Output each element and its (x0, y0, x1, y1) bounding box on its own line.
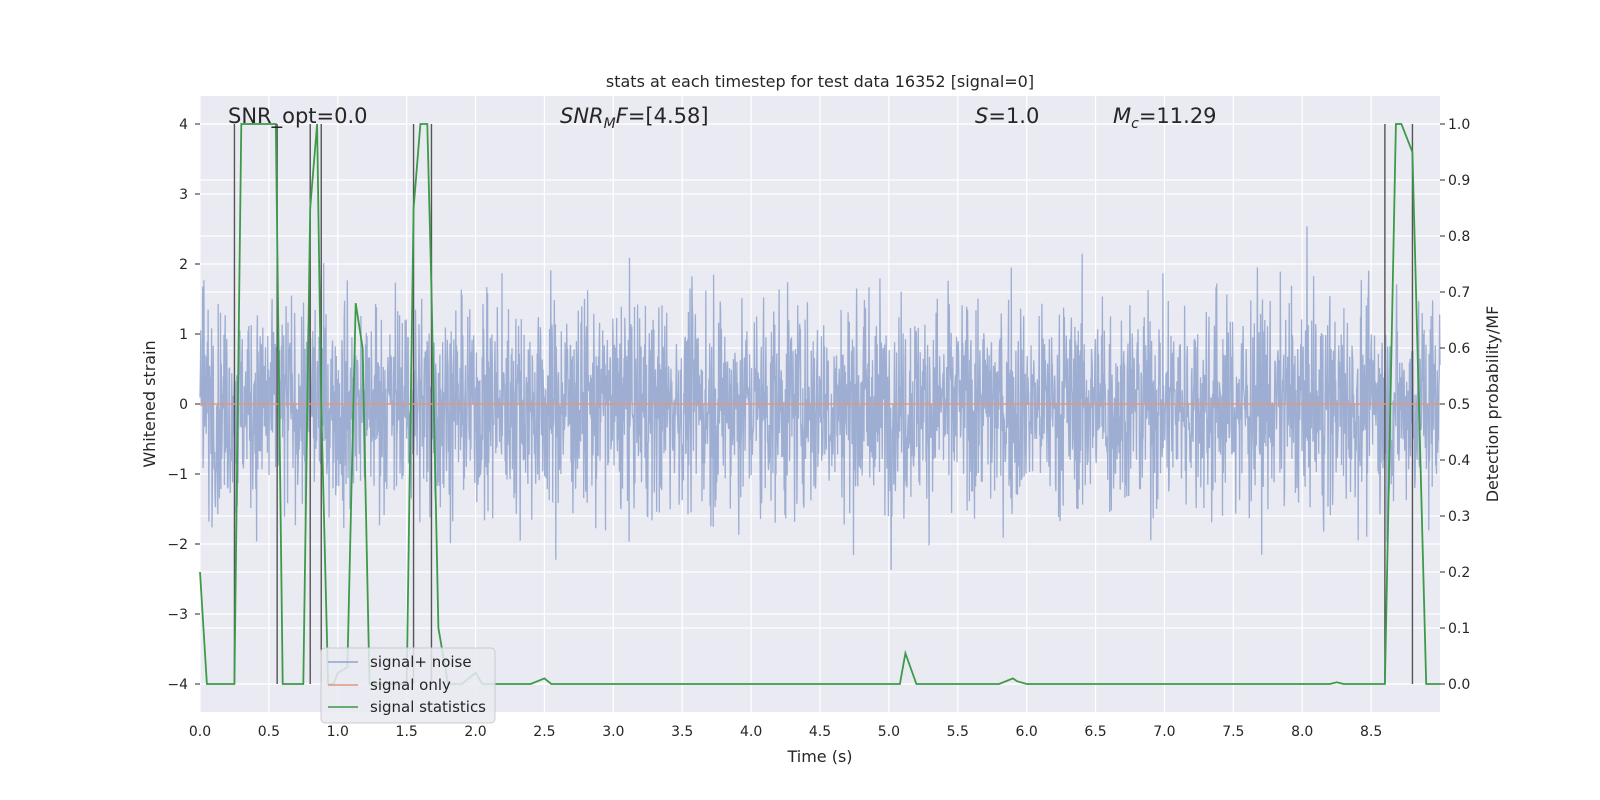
x-tick-label: 5.0 (878, 724, 900, 740)
noise-series (199, 226, 1441, 571)
annotation-s: S=1.0 (975, 104, 1039, 128)
x-tick-label: 4.0 (740, 724, 762, 740)
annotation-mc-value: =11.29 (1139, 104, 1217, 128)
y-right-tick-label: 0.7 (1448, 285, 1470, 301)
annotation-snr-mf: SNRMF=[4.58] (560, 104, 709, 132)
series-signal-noise-line (199, 226, 1441, 571)
x-tick-label: 2.0 (464, 724, 486, 740)
annotation-snr-mf-f: F (616, 104, 629, 128)
y-right-tick-label: 0.3 (1448, 509, 1470, 525)
annotation-snr-opt: SNR_opt=0.0 (228, 104, 368, 129)
y-right-tick-label: 0.4 (1448, 453, 1470, 469)
x-tick-label: 1.5 (396, 724, 418, 740)
annotation-mc-symbol: M (1113, 104, 1131, 128)
y-right-tick-label: 0.6 (1448, 341, 1470, 357)
y-tick-labels: 4 3 2 1 0 −1 −2 −3 −4 (167, 117, 200, 693)
y-tick-label: 2 (179, 257, 188, 273)
x-tick-label: 0.0 (189, 724, 211, 740)
annotation-s-value: =1.0 (988, 104, 1039, 128)
x-axis-label: Time (s) (786, 747, 852, 766)
x-tick-label: 7.5 (1222, 724, 1244, 740)
x-tick-label: 7.0 (1153, 724, 1175, 740)
y-tick-label: 4 (179, 117, 188, 133)
x-tick-labels: 0.0 0.5 1.0 1.5 2.0 2.5 3.0 3.5 4.0 4.5 5.0 5.5 6.0 6… (189, 724, 1382, 740)
annotation-mc-subscript: c (1131, 116, 1139, 132)
x-tick-label: 6.0 (1016, 724, 1038, 740)
y-tick-label: −2 (167, 537, 188, 553)
chart-title: stats at each timestep for test data 163… (606, 72, 1034, 91)
y-right-tick-label: 0.5 (1448, 397, 1470, 413)
x-tick-label: 3.0 (602, 724, 624, 740)
y-tick-label: −3 (167, 607, 188, 623)
x-tick-label: 8.0 (1291, 724, 1313, 740)
y-right-axis-label: Detection probability/MF (1483, 306, 1502, 503)
legend: signal+ noise signal only signal statist… (320, 647, 496, 724)
x-tick-label: 8.5 (1360, 724, 1382, 740)
annotation-mc: Mc=11.29 (1113, 104, 1217, 132)
legend-label-signal-statistics: signal statistics (370, 698, 486, 716)
x-tick-label: 4.5 (809, 724, 831, 740)
x-tick-label: 6.5 (1084, 724, 1106, 740)
x-tick-label: 2.5 (533, 724, 555, 740)
y-tick-label: 3 (179, 187, 188, 203)
y-tick-label: −1 (167, 467, 188, 483)
y-tick-label: −4 (167, 677, 188, 693)
y-right-tick-labels: 1.0 0.9 0.8 0.7 0.6 0.5 0.4 0.3 0.2 0.1 0.0 (1440, 117, 1470, 693)
x-tick-label: 5.5 (947, 724, 969, 740)
y-right-tick-label: 0.9 (1448, 173, 1470, 189)
y-right-tick-label: 1.0 (1448, 117, 1470, 133)
y-axis-label: Whitened strain (140, 340, 159, 467)
y-tick-label: 1 (179, 327, 188, 343)
legend-label-signal-only: signal only (370, 676, 451, 694)
y-right-tick-label: 0.8 (1448, 229, 1470, 245)
annotation-snr-mf-value: =[4.58] (628, 104, 709, 128)
annotation-snr-mf-symbol: SNR (560, 104, 604, 128)
annotation-s-symbol: S (975, 104, 988, 128)
legend-box (320, 647, 496, 724)
annotation-snr-mf-subscript: M (604, 116, 616, 132)
legend-label-signal-noise: signal+ noise (370, 653, 472, 671)
x-tick-label: 3.5 (671, 724, 693, 740)
x-tick-label: 1.0 (327, 724, 349, 740)
y-right-tick-label: 0.1 (1448, 621, 1470, 637)
x-tick-label: 0.5 (258, 724, 280, 740)
y-tick-label: 0 (179, 397, 188, 413)
y-right-tick-label: 0.2 (1448, 565, 1470, 581)
y-right-tick-label: 0.0 (1448, 677, 1470, 693)
